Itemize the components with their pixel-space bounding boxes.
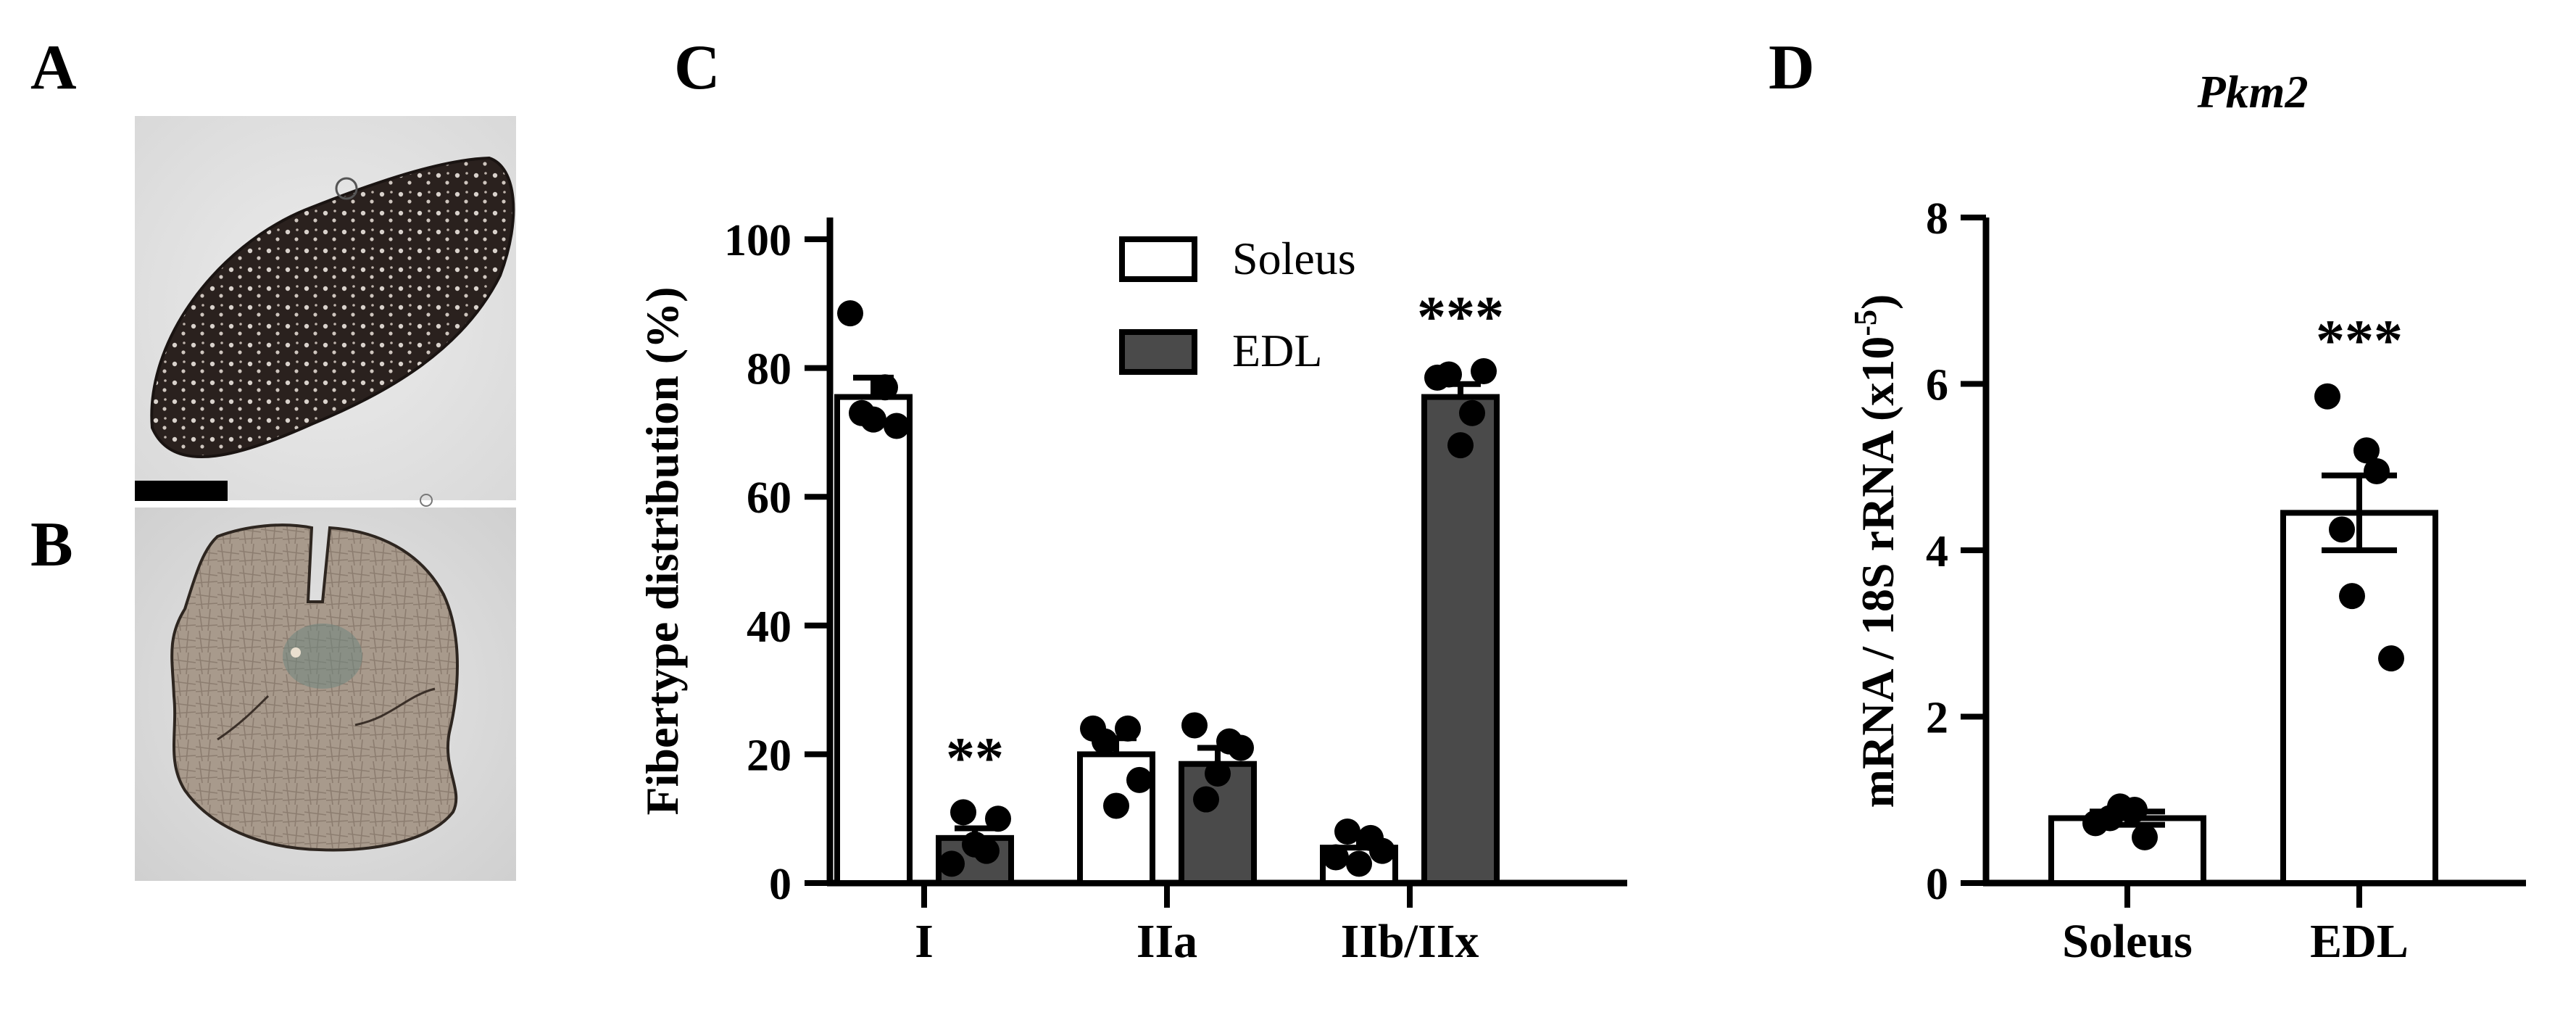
c-y-tick-label: 20: [747, 731, 792, 780]
d-data-point: [2314, 383, 2340, 410]
legend-swatch-soleus: [1119, 236, 1197, 282]
d-y-axis-label-main: mRNA / 18S rRNA (x10: [1852, 336, 1903, 808]
panel-label-d: D: [1769, 33, 1815, 103]
c-data-point: [872, 374, 898, 401]
d-data-point: [2364, 457, 2390, 484]
c-data-point: [1126, 766, 1152, 793]
d-significance-marker: ***: [2316, 310, 2403, 373]
c-data-point: [985, 805, 1011, 832]
c-data-point: [860, 406, 886, 433]
c-y-tick-label: 60: [747, 473, 792, 523]
c-x-category-label: IIa: [1137, 915, 1197, 968]
d-y-tick-label: 8: [1926, 194, 1948, 244]
scale-bar: [135, 481, 228, 501]
c-data-point: [1181, 712, 1208, 739]
d-x-category-label: EDL: [2310, 915, 2409, 968]
c-data-point: [1103, 792, 1129, 819]
c-significance-marker: **: [946, 726, 1004, 790]
d-data-point: [2107, 793, 2133, 820]
c-data-point: [1459, 399, 1485, 426]
c-data-point: [973, 837, 1000, 864]
c-data-point: [1369, 837, 1395, 864]
d-bar-edl: [2280, 510, 2438, 886]
c-y-tick-label: 80: [747, 345, 792, 394]
c-data-point: [884, 413, 910, 439]
chart-pkm2-expression: Pkm2 0 2 4 6 8 *** Soleus EDL mRNA / 18S rRNA…: [1848, 66, 2526, 968]
c-x-category-label: I: [915, 915, 934, 968]
legend-swatch-edl: [1119, 329, 1197, 375]
d-y-tick-label: 4: [1926, 527, 1948, 576]
c-data-point: [1193, 786, 1219, 813]
c-data-point: [1346, 850, 1372, 877]
c-data-point: [939, 850, 965, 877]
c-bar-edl-iia: [1179, 761, 1257, 886]
d-bar-soleus: [2048, 815, 2206, 886]
c-legend: Soleus EDL: [1119, 233, 1356, 376]
d-y-tick-label: 6: [1926, 361, 1948, 410]
micrograph-b: [135, 508, 516, 881]
c-bar-soleus-i: [834, 394, 913, 886]
c-data-point: [1471, 358, 1497, 385]
c-data-point: [1447, 432, 1474, 459]
micrograph-a: [135, 116, 516, 507]
c-data-point: [1323, 844, 1349, 871]
c-data-point: [837, 300, 863, 327]
c-data-point: [1205, 761, 1231, 787]
d-data-point: [2329, 516, 2355, 543]
c-data-point: [1228, 734, 1254, 761]
d-data-point: [2353, 437, 2380, 464]
legend-label-soleus: Soleus: [1232, 233, 1356, 284]
panel-label-a: A: [30, 33, 77, 103]
d-data-point: [2132, 824, 2158, 850]
d-data-point: [2339, 583, 2365, 610]
d-y-axis-label: mRNA / 18S rRNA (x10-5): [1848, 294, 1903, 808]
c-y-tick-label: 40: [747, 602, 792, 652]
d-y-tick-label: 2: [1926, 694, 1948, 743]
panel-label-b: B: [30, 510, 73, 580]
c-y-tick-label: 0: [769, 860, 792, 909]
c-significance-marker: ***: [1417, 286, 1504, 349]
c-x-category-label: IIb/IIx: [1341, 915, 1479, 968]
c-bar-edl-iib-iix: [1421, 394, 1500, 886]
d-y-axis-label-sup: -5: [1848, 310, 1883, 336]
d-x-category-label: Soleus: [2062, 915, 2193, 968]
c-data-point: [1092, 728, 1118, 755]
d-data-point: [2378, 645, 2404, 672]
c-data-point: [1115, 715, 1141, 742]
c-data-point: [1436, 361, 1462, 388]
panel-label-c: C: [674, 33, 720, 103]
c-y-axis-label: Fibertype distribution (%): [636, 287, 688, 816]
d-y-tick-label: 0: [1926, 860, 1948, 909]
c-y-tick-label: 100: [724, 216, 792, 265]
legend-label-edl: EDL: [1232, 325, 1322, 376]
d-y-axis-label-end: ): [1852, 294, 1903, 310]
c-data-point: [1334, 818, 1360, 845]
c-data-point: [950, 799, 976, 826]
d-title: Pkm2: [2197, 66, 2309, 117]
